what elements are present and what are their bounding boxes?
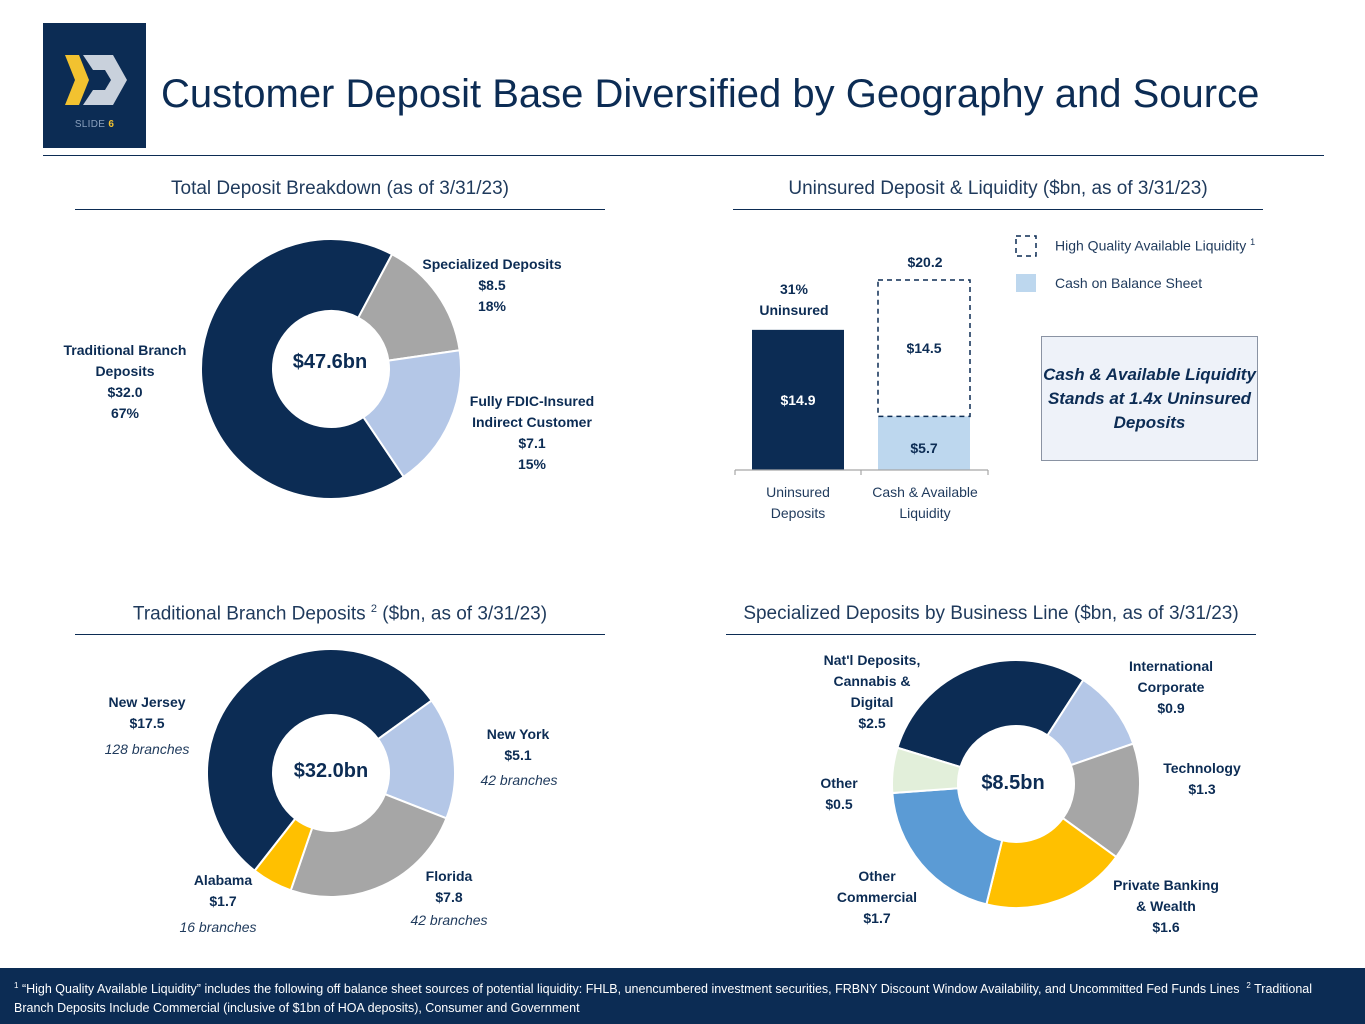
company-logo: SLIDE 6 xyxy=(43,23,146,148)
specialized-deposits-donut xyxy=(891,659,1141,909)
bar-total-uninsured: 31% Uninsured xyxy=(759,281,829,318)
slide-number: SLIDE 6 xyxy=(74,119,115,130)
slice-new-jersey xyxy=(206,648,434,873)
branches-new-york: 42 branches xyxy=(480,772,558,788)
section-divider xyxy=(75,209,605,210)
x-tick-liquidity: Cash & Available Liquidity xyxy=(872,484,978,521)
branches-new-jersey: 128 branches xyxy=(104,741,190,757)
section-divider xyxy=(75,634,605,635)
bar-label-cash: $5.7 xyxy=(910,440,937,456)
section-divider xyxy=(726,634,1256,635)
footnote-2: Traditional Branch Deposits Include Comm… xyxy=(14,982,1313,1016)
slice-other xyxy=(891,746,962,795)
uninsured-liquidity-title: Uninsured Deposit & Liquidity ($bn, as o… xyxy=(788,178,1208,199)
footnotes: 1 “High Quality Available Liquidity” inc… xyxy=(0,968,1365,1024)
title-divider xyxy=(43,155,1324,156)
slice-private-banking-wealth xyxy=(985,816,1118,909)
label-technology: Technology $1.3 xyxy=(1163,760,1241,797)
bar-cash-on-balance-sheet xyxy=(878,416,970,470)
branch-deposits-donut xyxy=(206,648,456,898)
donut-center-specialized: $8.5bn xyxy=(981,772,1045,794)
label-specialized-deposits: Specialized Deposits $8.5 18% xyxy=(422,256,562,314)
page-title: Customer Deposit Base Diversified by Geo… xyxy=(161,72,1260,116)
donut-center-total: $47.6bn xyxy=(292,351,368,373)
liquidity-callout-box: Cash & Available Liquidity Stands at 1.4… xyxy=(1041,336,1258,461)
slice-specialized-deposits xyxy=(362,349,462,479)
legend-dashed-swatch xyxy=(1015,235,1037,257)
branches-florida: 42 branches xyxy=(410,912,488,928)
x-axis xyxy=(734,469,989,475)
label-new-jersey: New Jersey $17.5 xyxy=(108,694,186,731)
bar-label-hqal: $14.5 xyxy=(906,340,941,356)
label-private-banking: Private Banking & Wealth $1.6 xyxy=(1113,877,1219,935)
label-new-york: New York $5.1 xyxy=(486,726,550,763)
label-florida: Florida $7.8 xyxy=(425,868,473,905)
x-tick-uninsured: Uninsured Deposits xyxy=(766,484,830,521)
legend-hqal: High Quality Available Liquidity 1 xyxy=(1055,237,1256,254)
slice-florida xyxy=(289,792,448,898)
legend-cash: Cash on Balance Sheet xyxy=(1055,275,1203,291)
deposit-breakdown-title: Total Deposit Breakdown (as of 3/31/23) xyxy=(171,178,509,199)
total-deposit-donut xyxy=(200,238,462,500)
label-fdic-insured: Fully FDIC-Insured Indirect Customer $7.1… xyxy=(469,393,595,472)
specialized-deposits-title: Specialized Deposits by Business Line ($… xyxy=(743,603,1239,624)
label-natl-deposits: Nat'l Deposits, Cannabis & Digital $2.5 xyxy=(823,652,921,731)
label-other: Other $0.5 xyxy=(820,775,858,812)
label-international-corporate: International Corporate $0.9 xyxy=(1128,658,1213,716)
slice-alabama xyxy=(253,817,314,892)
footnote-1: “High Quality Available Liquidity” inclu… xyxy=(21,982,1240,997)
donut-center-branch: $32.0bn xyxy=(293,760,369,782)
label-other-commercial: Other Commercial $1.7 xyxy=(836,868,918,926)
label-alabama: Alabama $1.7 xyxy=(193,872,253,909)
bar-total-liquidity: $20.2 xyxy=(907,254,943,270)
bar-label-uninsured: $14.9 xyxy=(780,392,815,408)
bar-hqal-dashed xyxy=(877,279,971,418)
logo-mark xyxy=(65,55,127,105)
slice-other-commercial xyxy=(891,787,1004,906)
branches-alabama: 16 branches xyxy=(179,919,257,935)
branch-deposits-title: Traditional Branch Deposits 2 ($bn, as o… xyxy=(132,603,548,625)
slice-traditional-branch-deposits xyxy=(200,238,406,500)
section-divider xyxy=(733,209,1263,210)
slice-nat-l-deposits-cannabis-digital xyxy=(896,659,1085,769)
bar-uninsured-deposits xyxy=(752,329,844,470)
label-traditional-branch: Traditional Branch Deposits $32.0 67% xyxy=(63,342,187,421)
uninsured-liquidity-bar-chart: $14.9 $5.7 $14.5 xyxy=(734,279,989,475)
legend-cash-swatch xyxy=(1016,274,1036,292)
